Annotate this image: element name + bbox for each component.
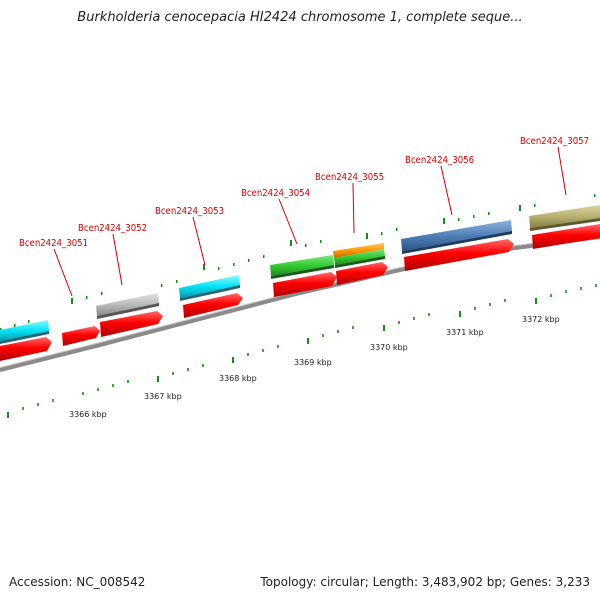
- feature-green: [270, 255, 334, 276]
- cds-arrow: [62, 326, 100, 346]
- genome-summary-text: Topology: circular; Length: 3,483,902 bp…: [260, 575, 590, 589]
- cds-arrow: [183, 293, 243, 318]
- cds-arrow: [336, 262, 388, 285]
- gene-label-3055[interactable]: Bcen2424_3055: [315, 172, 384, 183]
- feature-cyan: [0, 320, 49, 341]
- gene-label-3057[interactable]: Bcen2424_3057: [520, 136, 589, 147]
- scale-label-3366: 3366 kbp: [69, 410, 107, 419]
- gene-labels: Bcen2424_3051 Bcen2424_3052 Bcen2424_305…: [19, 136, 589, 249]
- scale-label-3371: 3371 kbp: [446, 328, 484, 337]
- scale-label-3370: 3370 kbp: [370, 343, 408, 352]
- scale-label-3367: 3367 kbp: [144, 392, 182, 401]
- gene-label-3051[interactable]: Bcen2424_3051: [19, 238, 88, 249]
- scale-label-3369: 3369 kbp: [294, 358, 332, 367]
- scale-labels: 3366 kbp 3367 kbp 3368 kbp 3369 kbp 3370…: [69, 315, 560, 419]
- gene-label-3052[interactable]: Bcen2424_3052: [78, 223, 147, 234]
- cds-arrow: [0, 337, 52, 361]
- label-leaders: [53, 146, 567, 297]
- gene-label-3054[interactable]: Bcen2424_3054: [241, 188, 310, 199]
- scale-ticks: [7, 284, 597, 418]
- feature-track: [0, 205, 600, 344]
- gene-label-3056[interactable]: Bcen2424_3056: [405, 155, 474, 166]
- accession-text: Accession: NC_008542: [9, 575, 146, 589]
- feature-cyan: [179, 275, 240, 298]
- feature-green: [334, 249, 385, 265]
- cds-arrow: [404, 239, 514, 271]
- feature-gray: [96, 293, 159, 316]
- cds-arrow: [532, 224, 600, 249]
- cds-arrow: [273, 272, 337, 297]
- feature-olive: [529, 205, 600, 228]
- map-title: Burkholderia cenocepacia HI2424 chromoso…: [77, 10, 523, 25]
- cds-track: [0, 224, 600, 361]
- scale-label-3372: 3372 kbp: [522, 315, 560, 324]
- chromosome-backbone: [0, 235, 600, 372]
- scale-label-3368: 3368 kbp: [219, 374, 257, 383]
- gene-label-3053[interactable]: Bcen2424_3053: [155, 206, 224, 217]
- feature-blue: [401, 220, 512, 251]
- outer-tick-marks: [0, 194, 596, 331]
- feature-orange: [333, 243, 384, 258]
- cds-arrow: [100, 311, 163, 337]
